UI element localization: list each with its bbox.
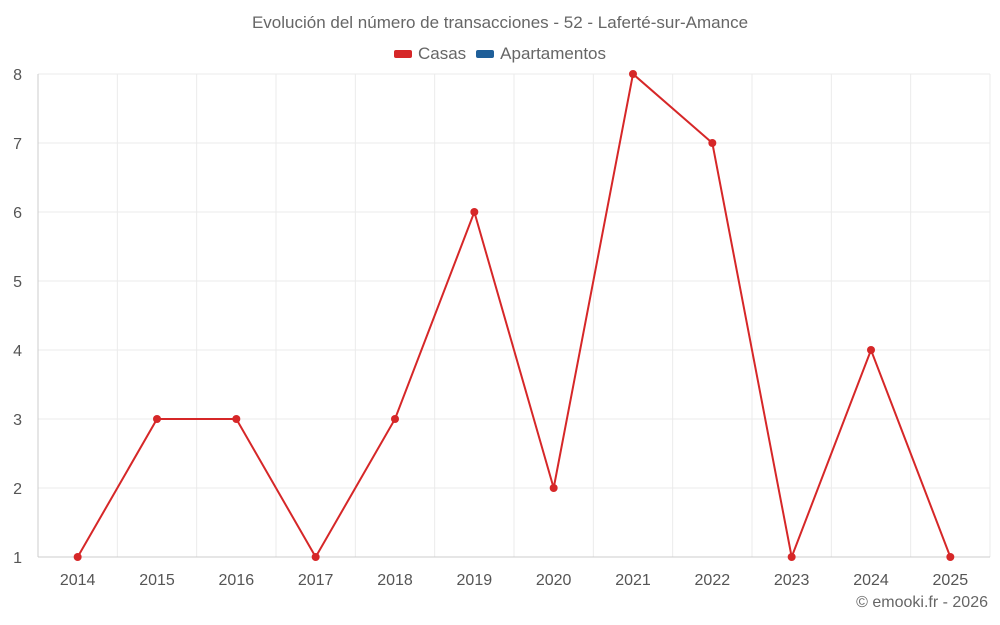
legend-item-casas[interactable]: Casas	[393, 44, 467, 64]
x-tick-label-2021: 2021	[615, 572, 651, 589]
credit-text: © emooki.fr - 2026	[856, 594, 988, 611]
x-tick-label-2020: 2020	[536, 572, 572, 589]
chart-legend: Casas Apartamentos	[0, 44, 1000, 64]
x-tick-label-2019: 2019	[457, 572, 493, 589]
x-tick-label-2022: 2022	[695, 572, 731, 589]
y-tick-label-7: 7	[13, 136, 22, 153]
data-point-casas-2015	[153, 415, 161, 423]
data-point-casas-2014	[73, 553, 82, 561]
legend-label-apartamentos: Apartamentos	[500, 44, 607, 63]
x-tick-label-2018: 2018	[377, 572, 413, 589]
data-point-casas-2017	[311, 553, 320, 561]
data-point-casas-2019	[470, 208, 479, 216]
legend-swatch-casas	[393, 50, 412, 58]
data-point-casas-2016	[232, 415, 241, 423]
x-tick-label-2025: 2025	[933, 572, 969, 589]
y-tick-label-3: 3	[13, 412, 22, 429]
data-point-casas-2024	[867, 346, 875, 354]
legend-item-apartamentos[interactable]: Apartamentos	[476, 44, 606, 64]
x-tick-label-2014: 2014	[60, 572, 96, 589]
x-tick-label-2015: 2015	[139, 572, 175, 589]
chart-title: Evolución del número de transacciones - …	[251, 13, 749, 32]
y-tick-label-6: 6	[13, 205, 22, 222]
legend-label-casas: Casas	[417, 44, 467, 63]
y-tick-label-1: 1	[13, 550, 22, 567]
y-tick-label-4: 4	[13, 343, 22, 360]
series-line-casas	[76, 72, 952, 561]
data-point-casas-2025	[946, 553, 955, 561]
y-tick-label-5: 5	[13, 274, 22, 291]
data-point-casas-2018	[391, 415, 399, 423]
x-tick-label-2017: 2017	[298, 572, 334, 589]
data-point-casas-2022	[708, 139, 717, 147]
x-tick-label-2023: 2023	[774, 572, 810, 589]
x-tick-label-2024: 2024	[853, 572, 889, 589]
y-tick-label-2: 2	[13, 481, 22, 498]
data-point-casas-2023	[787, 553, 796, 561]
data-point-casas-2021	[629, 70, 637, 78]
y-tick-label-8: 8	[13, 67, 22, 84]
data-point-casas-2020	[549, 484, 558, 492]
legend-swatch-apartamentos	[476, 50, 495, 58]
x-tick-label-2016: 2016	[219, 572, 255, 589]
